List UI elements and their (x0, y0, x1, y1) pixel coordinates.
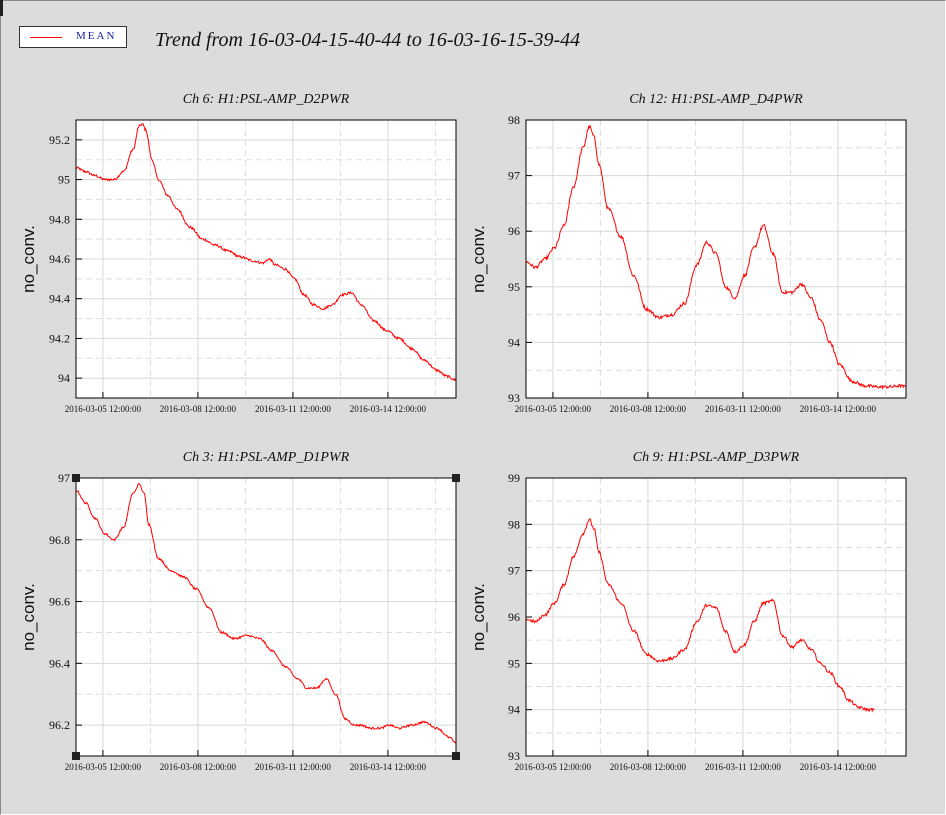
y-tick-label: 96.6 (49, 595, 70, 609)
x-tick-label: 2016-03-14 12:00:00 (350, 762, 427, 772)
chart-3: 96.2 96.4 96.6 96.8 97 2016-03-05 12:00:00 201… (19, 450, 460, 772)
y-tick-label: 95.2 (49, 133, 70, 147)
x-tick-label: 2016-03-11 12:00:00 (705, 404, 781, 414)
plot-border (525, 119, 907, 399)
y-axis-label: no_conv. (469, 225, 488, 293)
chart-title: Ch 12: H1:PSL-AMP_D4PWR (629, 92, 803, 107)
y-tick-label: 95 (58, 173, 70, 187)
legend-swatch (30, 37, 62, 38)
plot-border (75, 477, 457, 757)
chart-2: 93 94 95 96 97 98 2016-03-05 12:00:00 2016-03-0… (469, 92, 907, 414)
y-tick-label: 94.2 (49, 331, 70, 345)
series-line (525, 124, 907, 390)
x-tick-label: 2016-03-11 12:00:00 (255, 762, 331, 772)
y-tick-label: 98 (508, 113, 520, 127)
y-tick-label: 97 (508, 169, 520, 183)
y-tick-label: 94.8 (49, 212, 70, 226)
y-tick-label: 98 (508, 517, 520, 531)
y-tick-label: 97 (508, 564, 520, 578)
x-tick-label: 2016-03-05 12:00:00 (65, 404, 142, 414)
y-tick-label: 93 (508, 749, 520, 763)
y-axis-label: no_conv. (469, 583, 488, 651)
y-tick-label: 94 (58, 371, 70, 385)
selection-handle[interactable] (72, 752, 80, 760)
y-tick-label: 96.4 (49, 656, 70, 670)
x-tick-label: 2016-03-05 12:00:00 (515, 404, 592, 414)
y-tick-label: 94 (508, 335, 520, 349)
series-line (75, 123, 457, 382)
y-axis-label: no_conv. (19, 225, 38, 293)
x-tick-label: 2016-03-08 12:00:00 (160, 404, 237, 414)
y-tick-label: 94.6 (49, 252, 70, 266)
y-axis-label: no_conv. (19, 583, 38, 651)
x-tick-label: 2016-03-11 12:00:00 (705, 762, 781, 772)
chart-4: 93 94 95 96 97 98 99 2016-03-05 12:00:00 2016-03… (469, 450, 907, 772)
chart-title: Ch 9: H1:PSL-AMP_D3PWR (633, 450, 800, 465)
y-tick-label: 94.4 (49, 292, 70, 306)
y-tick-label: 96.2 (49, 718, 70, 732)
chart-title: Ch 6: H1:PSL-AMP_D2PWR (183, 92, 350, 107)
x-tick-label: 2016-03-05 12:00:00 (515, 762, 592, 772)
y-tick-label: 95 (508, 280, 520, 294)
y-tick-label: 96 (508, 224, 520, 238)
legend: MEAN (19, 26, 127, 48)
selection-handle[interactable] (72, 474, 80, 482)
page-title: Trend from 16-03-04-15-40-44 to 16-03-16… (155, 29, 581, 51)
selection-handle[interactable] (452, 752, 460, 760)
plot-area[interactable] (75, 477, 457, 757)
y-tick-label: 94 (508, 703, 520, 717)
legend-label: MEAN (76, 30, 117, 42)
x-tick-label: 2016-03-11 12:00:00 (255, 404, 331, 414)
y-tick-label: 97 (58, 471, 70, 485)
x-tick-label: 2016-03-14 12:00:00 (350, 404, 427, 414)
x-tick-label: 2016-03-08 12:00:00 (610, 762, 687, 772)
y-tick-label: 96.8 (49, 533, 70, 547)
y-tick-label: 96 (508, 610, 520, 624)
y-tick-label: 95 (508, 656, 520, 670)
series-line (75, 483, 457, 744)
x-tick-label: 2016-03-08 12:00:00 (610, 404, 687, 414)
y-tick-label: 93 (508, 391, 520, 405)
x-tick-label: 2016-03-14 12:00:00 (800, 762, 877, 772)
x-tick-label: 2016-03-14 12:00:00 (800, 404, 877, 414)
chart-1: 94 94.2 94.4 94.6 94.8 95 95.2 2016-03-05 12:00… (19, 92, 457, 414)
x-tick-label: 2016-03-08 12:00:00 (160, 762, 237, 772)
selection-handle[interactable] (452, 474, 460, 482)
corner-marker (0, 0, 3, 16)
y-tick-label: 99 (508, 471, 520, 485)
series-line (525, 518, 875, 713)
x-tick-label: 2016-03-05 12:00:00 (65, 762, 142, 772)
chart-title: Ch 3: H1:PSL-AMP_D1PWR (183, 450, 350, 465)
